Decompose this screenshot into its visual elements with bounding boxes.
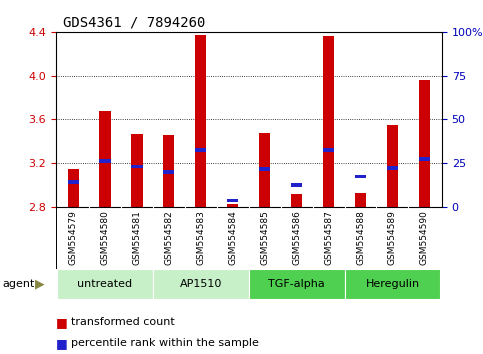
Bar — [291, 183, 302, 187]
Text: GSM554579: GSM554579 — [69, 210, 78, 265]
Bar — [259, 133, 270, 207]
Text: GDS4361 / 7894260: GDS4361 / 7894260 — [63, 16, 205, 30]
Text: GSM554582: GSM554582 — [164, 210, 173, 265]
Bar — [355, 175, 366, 178]
Bar — [195, 35, 206, 207]
Bar — [249, 269, 344, 299]
Bar — [323, 36, 334, 207]
Text: GSM554580: GSM554580 — [100, 210, 110, 265]
Bar — [163, 135, 174, 207]
Bar — [57, 269, 153, 299]
Text: GSM554589: GSM554589 — [388, 210, 397, 265]
Bar — [419, 80, 430, 207]
Bar — [355, 193, 366, 207]
Text: percentile rank within the sample: percentile rank within the sample — [71, 338, 259, 348]
Bar — [68, 180, 79, 184]
Text: ▶: ▶ — [35, 278, 45, 291]
Bar — [153, 269, 249, 299]
Bar — [323, 148, 334, 152]
Text: TGF-alpha: TGF-alpha — [268, 279, 325, 289]
Bar — [344, 269, 440, 299]
Bar — [387, 125, 398, 207]
Bar — [419, 157, 430, 161]
Text: GSM554581: GSM554581 — [132, 210, 142, 265]
Text: ■: ■ — [56, 316, 67, 329]
Bar — [259, 167, 270, 171]
Bar — [99, 159, 111, 163]
Text: GSM554586: GSM554586 — [292, 210, 301, 265]
Text: GSM554583: GSM554583 — [197, 210, 205, 265]
Text: untreated: untreated — [77, 279, 133, 289]
Bar — [227, 199, 239, 202]
Text: GSM554590: GSM554590 — [420, 210, 429, 265]
Text: agent: agent — [2, 279, 35, 289]
Text: GSM554584: GSM554584 — [228, 210, 237, 265]
Text: AP1510: AP1510 — [180, 279, 222, 289]
Bar — [387, 166, 398, 170]
Bar — [163, 170, 174, 174]
Bar — [291, 194, 302, 207]
Bar — [131, 134, 142, 207]
Text: Heregulin: Heregulin — [365, 279, 420, 289]
Text: ■: ■ — [56, 337, 67, 350]
Bar — [99, 111, 111, 207]
Text: GSM554588: GSM554588 — [356, 210, 365, 265]
Bar — [131, 165, 142, 169]
Text: GSM554587: GSM554587 — [324, 210, 333, 265]
Bar — [195, 148, 206, 152]
Text: GSM554585: GSM554585 — [260, 210, 269, 265]
Bar — [68, 169, 79, 207]
Bar — [227, 204, 239, 207]
Text: transformed count: transformed count — [71, 317, 175, 327]
